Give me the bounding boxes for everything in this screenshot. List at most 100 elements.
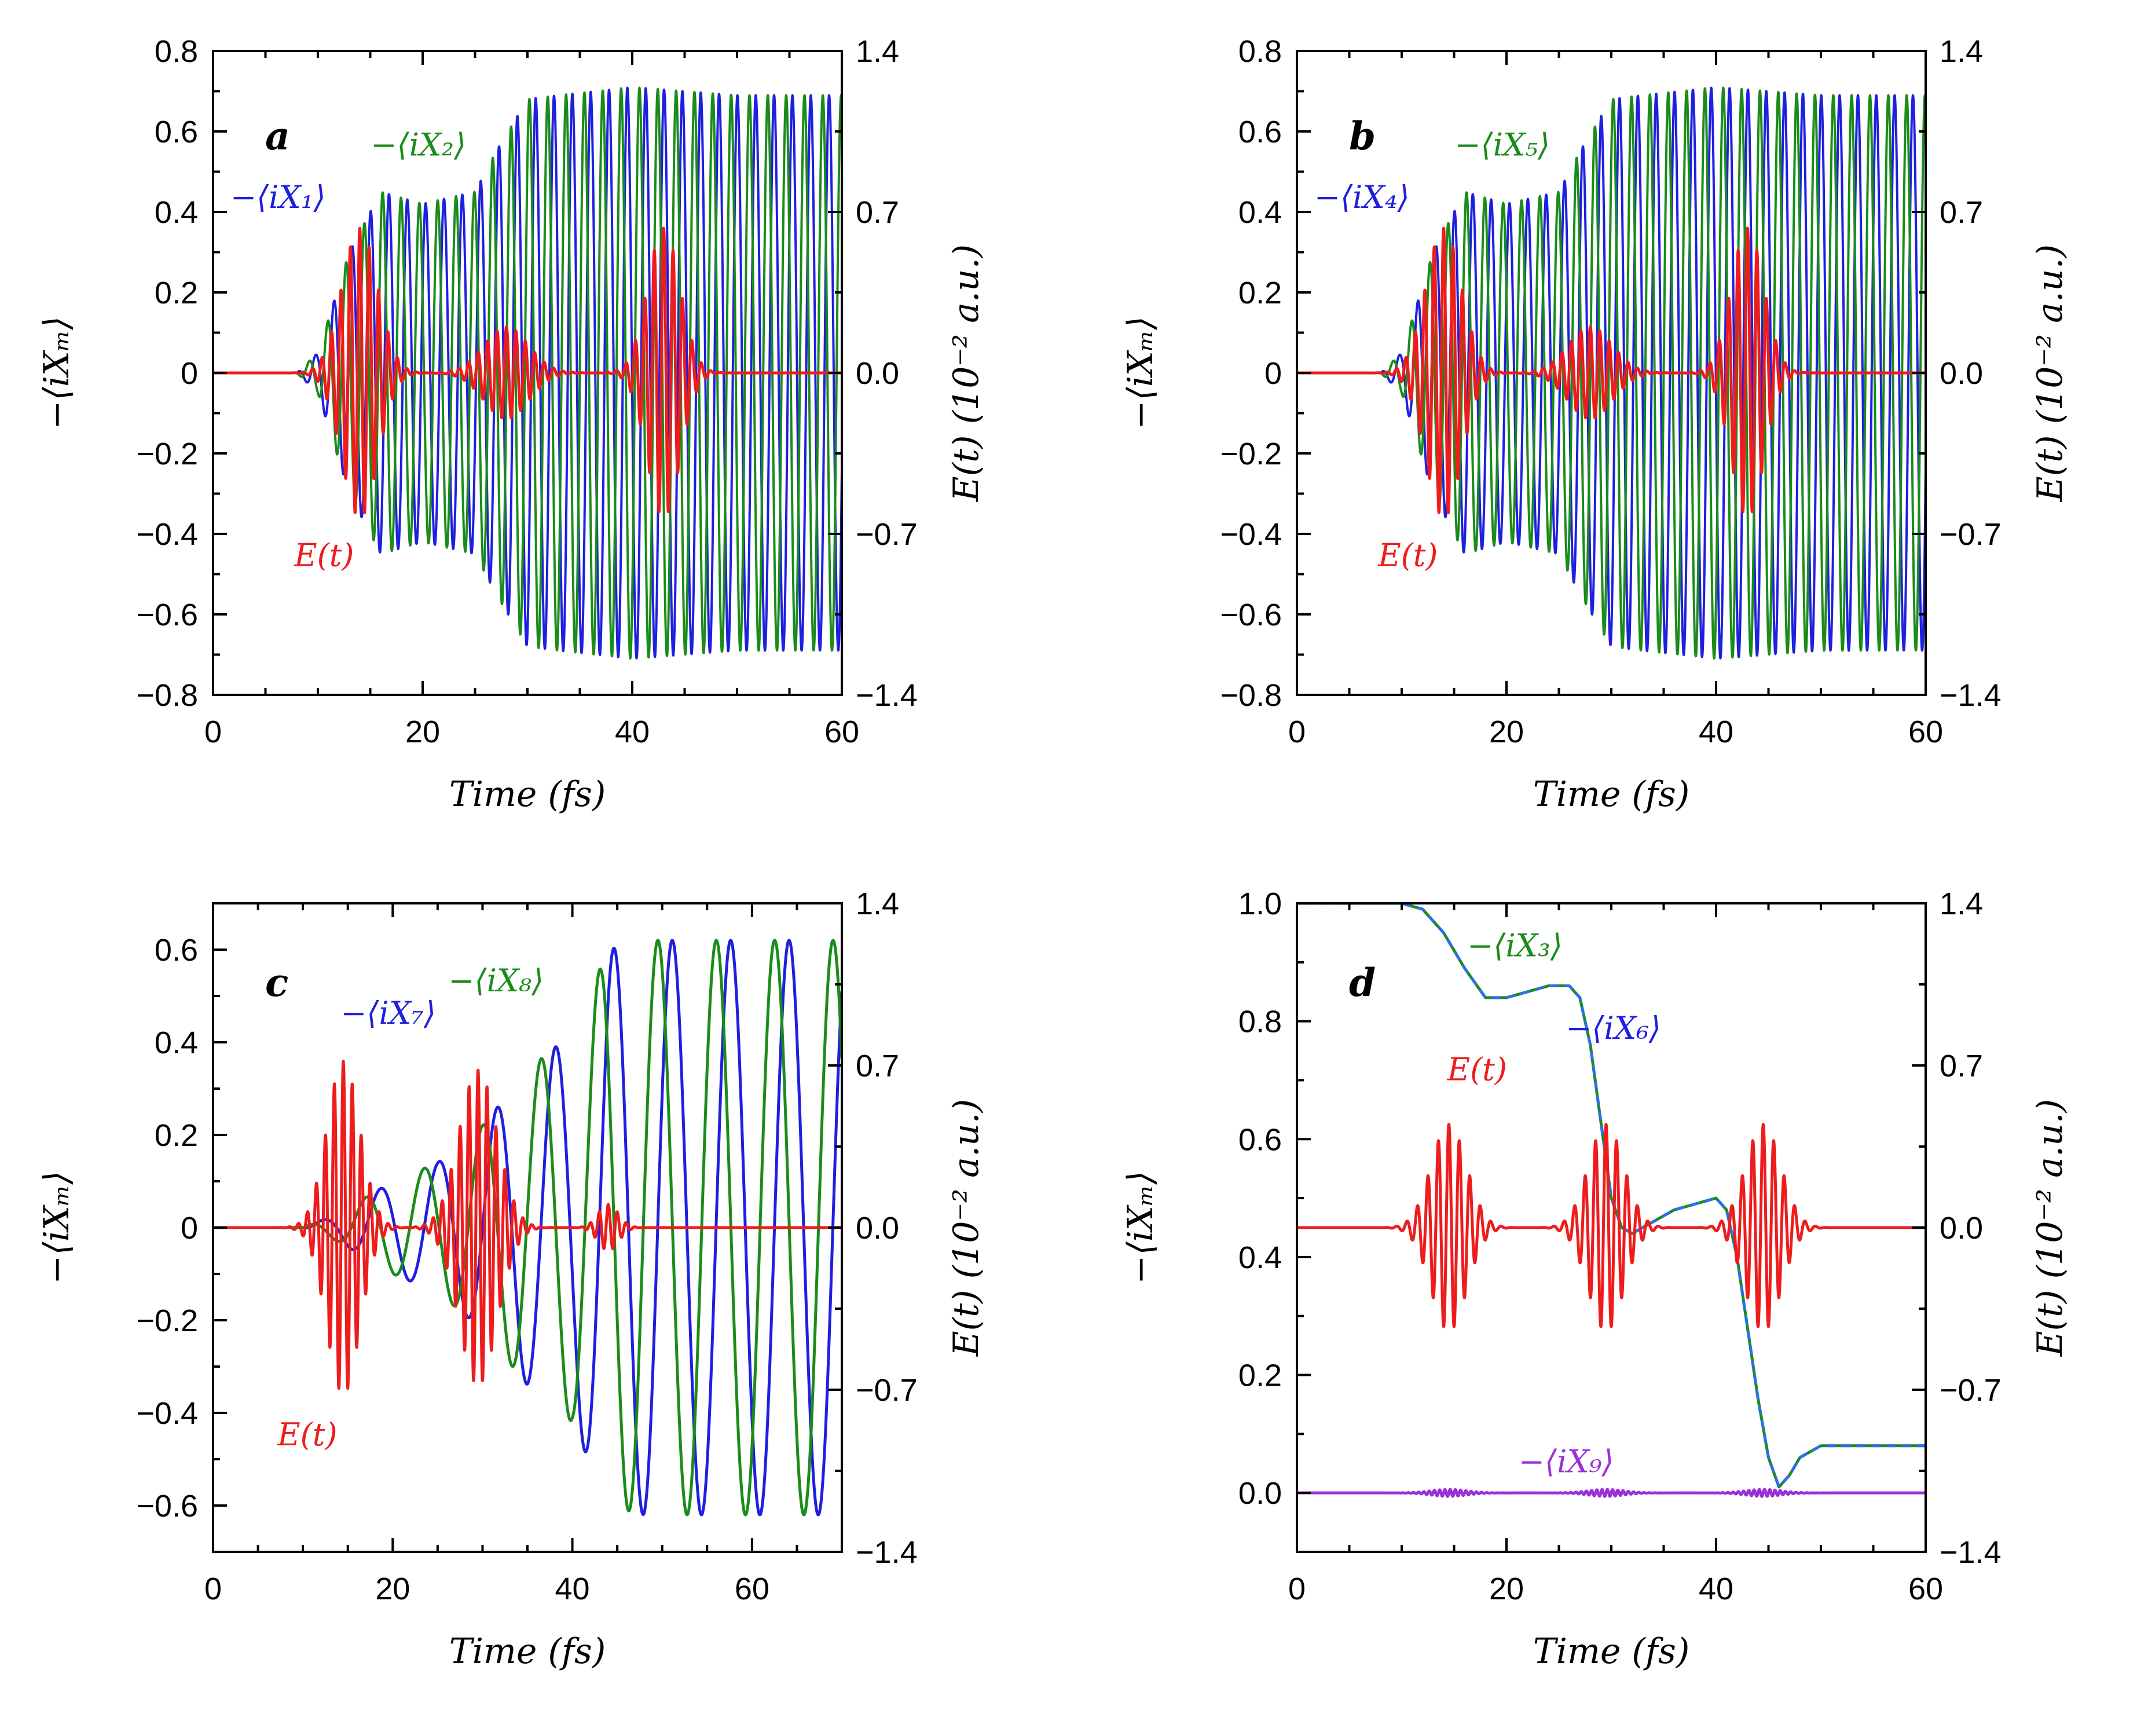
y2-tick-label-d: 0.7 [1940, 1049, 1983, 1083]
panel-c: 0 20 40 60 −0.6 −0.4 −0.2 0 0.2 0.4 0.6 −1.4 −0.7 0.0… [36, 887, 987, 1672]
y2-tick-label-b: 0.0 [1940, 356, 1983, 391]
plot-area-d [1297, 903, 1926, 1498]
y2-tick-label-a: −0.7 [856, 517, 918, 552]
y-tick-label-c: 0.6 [155, 933, 198, 968]
x-tick-label-a: 0 [204, 715, 222, 749]
x-tick-label-c: 40 [555, 1572, 590, 1606]
x-tick-label-c: 0 [204, 1572, 222, 1606]
series-line-b-2 [1297, 226, 1926, 515]
series-line-a-0 [213, 86, 842, 660]
y-axis-title-a: −⟨iXₘ⟩ [36, 316, 77, 430]
y-axis-title-d: −⟨iXₘ⟩ [1120, 1171, 1161, 1284]
y2-axis-title-a: E(t) (10⁻² a.u.) [946, 244, 987, 502]
annotation-d-0: −⟨iX₃⟩ [1467, 928, 1563, 964]
y-tick-label-c: 0.2 [155, 1118, 198, 1153]
annotation-b-1: −⟨iX₅⟩ [1454, 127, 1550, 163]
y-tick-label-c: −0.6 [136, 1489, 198, 1523]
y2-tick-label-d: −1.4 [1940, 1535, 2002, 1570]
y-tick-label-a: −0.6 [136, 598, 198, 632]
y-tick-label-b: 0.8 [1238, 34, 1282, 69]
y-tick-label-d: 0.4 [1238, 1240, 1282, 1275]
series-line-b-0 [1297, 86, 1926, 660]
series-line-a-1 [213, 86, 842, 660]
y-tick-label-c: 0.4 [155, 1026, 198, 1060]
x-tick-label-b: 20 [1489, 715, 1524, 749]
x-tick-label-a: 60 [824, 715, 859, 749]
y2-tick-label-d: 1.4 [1940, 887, 1983, 921]
y2-axis-title-b: E(t) (10⁻² a.u.) [2030, 244, 2070, 502]
x-tick-label-b: 60 [1908, 715, 1943, 749]
y-tick-label-d: 0.2 [1238, 1358, 1282, 1393]
plot-area-c [213, 939, 842, 1517]
x-tick-label-d: 40 [1699, 1572, 1733, 1606]
y2-tick-label-c: −0.7 [856, 1373, 918, 1408]
y-tick-label-a: −0.8 [136, 678, 198, 713]
y-tick-label-b: −0.2 [1220, 437, 1282, 471]
y-tick-label-c: −0.4 [136, 1396, 198, 1431]
y-axis-title-c: −⟨iXₘ⟩ [36, 1171, 77, 1284]
x-tick-label-a: 40 [615, 715, 650, 749]
series-line-a-2 [213, 226, 842, 515]
x-axis-title-d: Time (fs) [1533, 1631, 1690, 1672]
y2-tick-label-a: −1.4 [856, 678, 918, 713]
y-tick-label-b: 0.6 [1238, 115, 1282, 149]
series-line-d-0 [1297, 903, 1926, 1489]
y-tick-label-a: 0.2 [155, 276, 198, 310]
x-tick-label-c: 60 [735, 1572, 769, 1606]
y-tick-label-b: 0.2 [1238, 276, 1282, 310]
panel-letter-b: b [1349, 113, 1376, 159]
y-tick-label-d: 0.0 [1238, 1476, 1282, 1511]
x-tick-label-b: 0 [1288, 715, 1306, 749]
y2-tick-label-d: 0.0 [1940, 1211, 1983, 1246]
y2-tick-label-c: 0.7 [856, 1049, 899, 1083]
panel-letter-a: a [265, 113, 290, 159]
panel-a: 0 20 40 60 −0.8 −0.6 −0.4 −0.2 0 0.2 0.4 0.6 0.8 −1.4… [36, 34, 987, 815]
y-tick-label-b: 0.4 [1238, 195, 1282, 230]
y2-axis-title-d: E(t) (10⁻² a.u.) [2030, 1099, 2070, 1357]
y-tick-label-d: 1.0 [1238, 887, 1282, 921]
annotation-b-2: E(t) [1377, 537, 1438, 574]
series-line-d-2 [1297, 1488, 1926, 1498]
y-tick-label-b: −0.6 [1220, 598, 1282, 632]
y2-tick-label-a: 0.7 [856, 195, 899, 230]
y2-tick-label-d: −0.7 [1940, 1373, 2002, 1408]
annotation-a-0: −⟨iX₁⟩ [230, 179, 326, 215]
x-tick-label-d: 0 [1288, 1572, 1306, 1606]
x-tick-label-a: 20 [405, 715, 440, 749]
y-tick-label-a: 0.6 [155, 115, 198, 149]
y-tick-label-a: 0.4 [155, 195, 198, 230]
x-axis-title-b: Time (fs) [1533, 774, 1690, 815]
annotation-d-3: −⟨iX₉⟩ [1519, 1444, 1614, 1480]
y-tick-label-c: −0.2 [136, 1303, 198, 1338]
y-tick-label-c: 0 [181, 1211, 198, 1246]
y-tick-label-b: −0.8 [1220, 678, 1282, 713]
y-tick-label-a: 0 [181, 356, 198, 391]
x-tick-label-c: 20 [375, 1572, 410, 1606]
y-tick-label-d: 0.6 [1238, 1122, 1282, 1157]
panel-letter-c: c [265, 960, 288, 1005]
annotation-d-1: −⟨iX₆⟩ [1566, 1010, 1661, 1046]
annotation-a-1: −⟨iX₂⟩ [371, 127, 466, 163]
x-tick-label-d: 60 [1908, 1572, 1943, 1606]
y2-tick-label-a: 0.0 [856, 356, 899, 391]
series-line-d-3 [1297, 1123, 1926, 1328]
x-tick-label-d: 20 [1489, 1572, 1524, 1606]
y-axis-title-b: −⟨iXₘ⟩ [1120, 316, 1161, 430]
panel-d: 0 20 40 60 0.0 0.2 0.4 0.6 0.8 1.0 −1.4 −0.7 0.0 0.7 1… [1120, 887, 2070, 1672]
y2-tick-label-a: 1.4 [856, 34, 899, 69]
y2-tick-label-c: 1.4 [856, 887, 899, 921]
y-tick-label-a: −0.4 [136, 517, 198, 552]
annotation-a-2: E(t) [294, 537, 354, 574]
annotation-d-2: E(t) [1447, 1051, 1507, 1087]
plot-area-b [1297, 86, 1926, 660]
x-tick-label-b: 40 [1699, 715, 1733, 749]
panel-letter-d: d [1349, 960, 1376, 1005]
annotation-c-1: −⟨iX₈⟩ [448, 962, 544, 999]
y2-tick-label-b: 1.4 [1940, 34, 1983, 69]
y2-tick-label-b: 0.7 [1940, 195, 1983, 230]
annotation-c-2: E(t) [277, 1416, 337, 1453]
series-line-b-1 [1297, 86, 1926, 660]
y2-tick-label-c: −1.4 [856, 1535, 918, 1570]
